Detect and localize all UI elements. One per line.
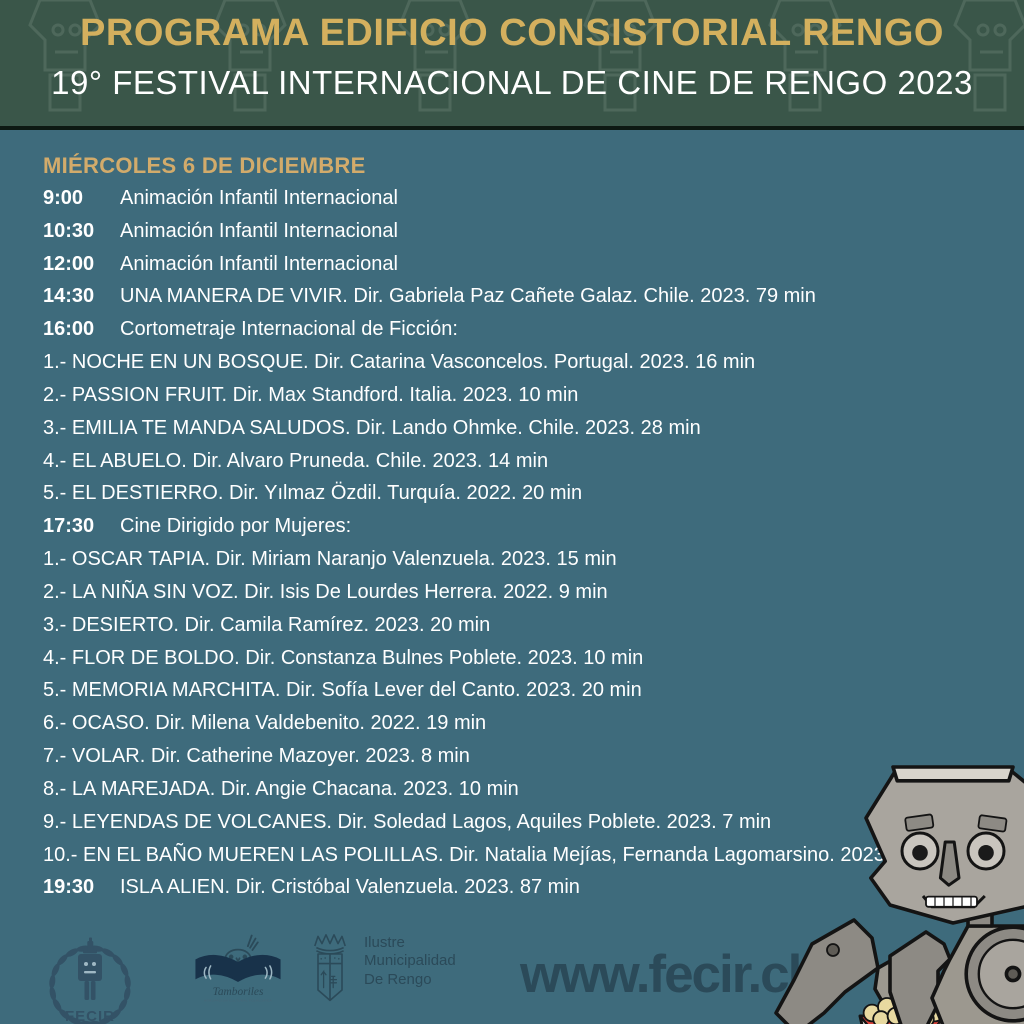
svg-text:Tamboriles: Tamboriles — [213, 986, 264, 998]
svg-text:FECIR: FECIR — [65, 1008, 115, 1024]
svg-text:AGRUPACION CULTURAL FOLKLORICA: AGRUPACION CULTURAL FOLKLORICA — [204, 999, 273, 1003]
